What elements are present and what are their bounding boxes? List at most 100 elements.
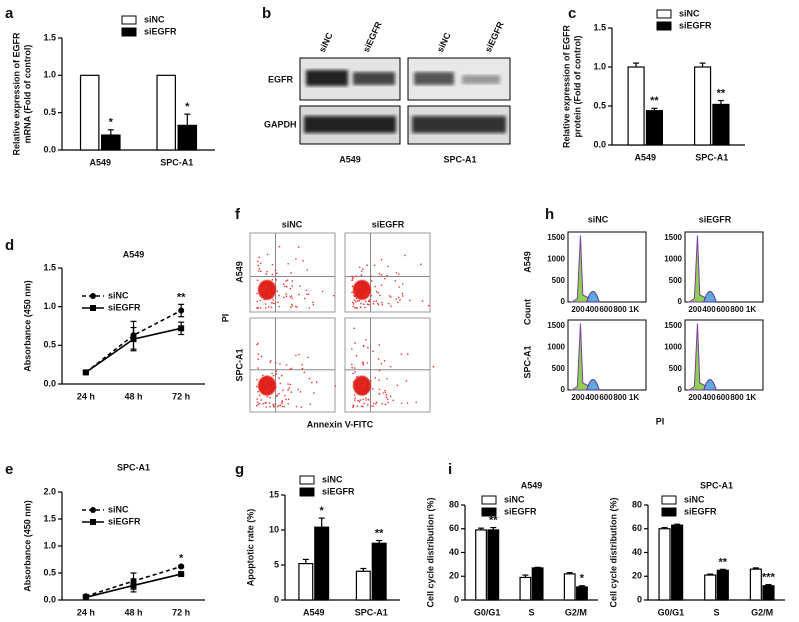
x-tick-label: 200 <box>688 305 702 314</box>
cell-dot <box>269 280 271 282</box>
cell-dot <box>299 285 301 287</box>
cell-dot <box>378 272 381 275</box>
bar <box>298 562 314 601</box>
cell-dot <box>354 371 356 373</box>
bar <box>762 585 775 601</box>
cell-dot <box>280 374 283 377</box>
significance: * <box>179 552 184 564</box>
cell-dot <box>264 307 267 309</box>
cell-dot <box>401 295 404 297</box>
marker <box>178 563 185 570</box>
cell-dot <box>360 389 363 392</box>
cell-dot <box>369 404 372 407</box>
cell-dot <box>355 300 357 303</box>
x-tick-label: S <box>528 607 534 617</box>
legend-label: siEGFR <box>504 506 537 516</box>
cell-dot <box>308 377 311 380</box>
y-tick-label: 0 <box>637 594 642 604</box>
cell-dot <box>269 405 271 408</box>
cell-dot <box>269 392 272 395</box>
x-tick-label: 24 h <box>77 607 95 617</box>
cell-dot <box>297 246 300 248</box>
cell-dot <box>259 299 262 302</box>
cell-dot <box>381 303 384 306</box>
cell-dot <box>276 405 279 408</box>
y-tick-label: 1.5 <box>43 262 56 272</box>
cell-dot <box>358 400 361 403</box>
cell-dot <box>379 294 381 297</box>
cell-dot <box>401 283 404 285</box>
cell-dot <box>353 299 356 302</box>
cell-dot <box>307 356 309 359</box>
y-tick-label: 1500 <box>547 233 565 242</box>
bar <box>576 586 588 601</box>
cell-dot <box>300 406 303 408</box>
cell-dot <box>256 307 259 309</box>
cell-dot <box>257 270 260 272</box>
cell-dot <box>370 275 372 277</box>
cell-dot <box>356 287 359 289</box>
cell-dot <box>352 301 354 304</box>
y-axis-label: Apoptotic rate (%) <box>245 509 255 587</box>
significance: ** <box>489 514 498 526</box>
cell-dot <box>288 387 291 389</box>
cell-dot <box>290 295 293 297</box>
cell-dot <box>415 401 417 404</box>
y-tick-label: 0.0 <box>43 594 56 604</box>
row-label: GAPDH <box>264 119 297 129</box>
cell-dot <box>378 388 381 391</box>
cell-dot <box>380 274 383 276</box>
cell-dot <box>367 293 369 296</box>
cell-dot <box>289 296 292 298</box>
y-axis-label: Absorbance (450 nm) <box>22 280 32 372</box>
cell-dot <box>387 265 389 268</box>
marker <box>178 307 185 314</box>
cell-dot <box>269 361 272 363</box>
x-tick-label: 800 <box>730 305 744 314</box>
cell-dot <box>270 376 272 379</box>
cell-dot <box>351 279 353 282</box>
cell-dot <box>366 291 369 293</box>
cell-dot <box>358 266 361 269</box>
cell-dot <box>385 394 388 396</box>
cell-dot <box>285 285 288 288</box>
legend-marker <box>90 519 96 525</box>
x-tick-label: 200 <box>571 305 585 314</box>
cell-dot <box>287 389 289 391</box>
marker <box>130 582 137 589</box>
cell-dot <box>267 306 270 308</box>
cell-dot <box>289 383 292 386</box>
axis-label: Count <box>522 299 532 325</box>
significance: ** <box>719 556 728 568</box>
cell-dot <box>366 303 369 305</box>
cell-dot <box>299 391 302 393</box>
cell-dot <box>375 403 377 405</box>
x-tick-label: 400 <box>702 393 716 402</box>
legend-label: siEGFR <box>108 516 141 526</box>
cell-dot <box>362 386 365 388</box>
cell-dot <box>358 299 361 302</box>
cell-dot <box>354 388 356 391</box>
cell-dot <box>291 280 294 282</box>
cell-dot <box>365 338 367 341</box>
y-axis-label: Absorbance (450 nm) <box>22 500 32 592</box>
legend-swatch <box>656 21 672 31</box>
cell-dot <box>377 303 380 306</box>
panel-letter: i <box>448 461 452 478</box>
flow-plot <box>249 317 336 413</box>
cell-dot <box>301 363 303 366</box>
bar <box>487 529 500 601</box>
y-tick-label: 1000 <box>664 342 682 351</box>
cell-dot <box>372 350 374 353</box>
x-tick-label: SPC-A1 <box>160 157 193 167</box>
cell-dot <box>365 399 367 401</box>
x-tick-label: 600 <box>599 305 613 314</box>
cell-dot <box>271 294 273 297</box>
cell-cluster <box>258 279 276 300</box>
cell-dot <box>352 285 355 288</box>
cell-dot <box>274 269 277 271</box>
cell-dot <box>354 295 356 298</box>
cell-dot <box>266 395 269 398</box>
cell-dot <box>264 303 267 305</box>
cell-dot <box>356 375 358 378</box>
